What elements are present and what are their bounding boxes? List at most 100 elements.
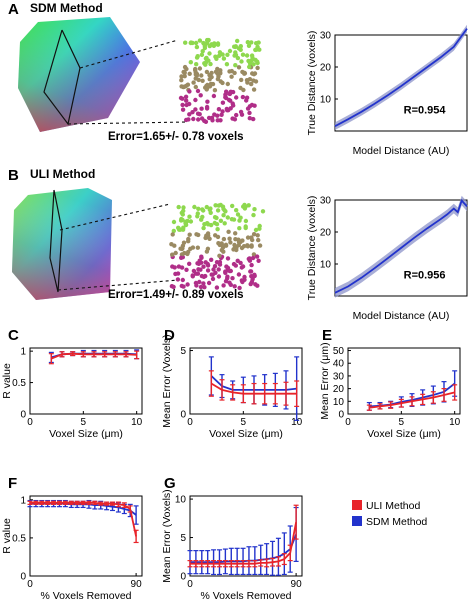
voxel-dot	[249, 53, 255, 58]
y-axis-label: Mean Error (μm)	[319, 342, 331, 419]
y-tick-label: 0.5	[12, 533, 26, 544]
voxel-dot	[236, 272, 242, 277]
voxel-dot	[247, 256, 252, 261]
y-tick-label: 20	[320, 228, 332, 239]
y-axis-label: R value	[1, 518, 13, 554]
voxel-dot	[176, 204, 181, 210]
voxel-dot	[180, 102, 185, 108]
zoom-line-bottom-b	[57, 279, 179, 291]
voxel-dot	[253, 227, 259, 233]
voxel-dot	[208, 61, 213, 67]
legend-swatch-sdm	[352, 516, 362, 526]
series-line	[334, 195, 468, 298]
voxel-dot	[260, 209, 266, 214]
voxel-dot	[204, 104, 210, 110]
voxel-dot	[226, 97, 232, 103]
voxel-dot	[194, 283, 199, 288]
zoom-line-top-b	[59, 203, 171, 231]
voxel-dot	[232, 44, 237, 49]
voxel-dot	[180, 243, 186, 248]
voxel-dot	[194, 44, 200, 50]
x-tick-label: 90	[291, 579, 303, 590]
voxel-dot	[248, 269, 253, 274]
uli-zoomed-voxels	[169, 202, 266, 291]
voxel-dot	[218, 218, 224, 223]
voxel-dot	[227, 236, 232, 241]
voxel-dot	[244, 53, 250, 58]
voxel-dot	[231, 247, 236, 252]
voxel-dot	[219, 241, 224, 246]
series-uli-method	[187, 504, 299, 568]
voxel-dot	[194, 61, 199, 67]
voxel-dot	[230, 203, 235, 209]
voxel-dot	[171, 228, 176, 234]
voxel-dot	[179, 74, 184, 79]
voxel-dot	[199, 52, 205, 57]
plot-frame	[334, 199, 468, 297]
voxel-dot	[198, 93, 203, 98]
voxel-dot	[206, 115, 212, 121]
voxel-dot	[211, 93, 217, 99]
voxel-dot	[196, 117, 201, 122]
voxel-dot	[252, 207, 257, 212]
voxel-dot	[191, 116, 196, 122]
voxel-dot	[203, 273, 208, 279]
voxel-dot	[217, 70, 223, 75]
y-tick-label: 10	[320, 95, 332, 106]
series-uli-method	[27, 500, 139, 544]
voxel-dot	[197, 38, 203, 43]
voxel-dot	[238, 215, 243, 220]
voxel-dot	[204, 69, 210, 75]
voxel-dot	[255, 44, 260, 50]
voxel-dot	[183, 40, 188, 45]
voxel-dot	[205, 99, 210, 104]
panel-b-title: ULI Method	[30, 167, 95, 181]
voxel-dot	[180, 212, 185, 217]
chart-g: 0 5 10 0 90% Voxels Removed Mean Error (Voxel…	[161, 475, 303, 600]
x-axis-label: % Voxels Removed	[200, 590, 291, 600]
series-line	[190, 522, 297, 565]
voxel-dot	[235, 38, 240, 44]
voxel-dot	[252, 71, 258, 76]
voxel-dot	[180, 277, 185, 283]
panel-b-illustration	[12, 188, 266, 300]
voxel-dot	[193, 107, 198, 112]
voxel-dot	[201, 264, 206, 269]
voxel-dot	[245, 235, 251, 240]
voxel-dot	[243, 204, 248, 209]
voxel-dot	[236, 65, 242, 70]
plot-frame	[334, 34, 468, 132]
zoom-line-top	[79, 39, 179, 69]
voxel-dot	[197, 258, 202, 263]
series-uli-method	[208, 370, 300, 407]
voxel-dot	[188, 219, 194, 224]
voxel-dot	[220, 52, 225, 57]
voxel-dot	[221, 213, 226, 218]
voxel-dot	[204, 233, 209, 238]
voxel-dot	[239, 278, 244, 283]
voxel-dot	[213, 233, 218, 238]
y-tick-label: 5	[180, 346, 186, 357]
voxel-dot	[247, 110, 252, 116]
voxel-dot	[227, 268, 232, 274]
y-tick-label: 50	[333, 346, 345, 357]
voxel-dot	[255, 283, 260, 288]
voxel-dot	[220, 100, 226, 105]
x-axis-label: Model Distance (AU)	[353, 310, 450, 322]
voxel-dot	[212, 264, 218, 269]
voxel-dot	[245, 243, 250, 248]
voxel-dot	[250, 275, 256, 280]
voxel-dot	[234, 112, 239, 118]
voxel-dot	[194, 71, 200, 77]
voxel-dot	[245, 80, 250, 85]
voxel-dot	[221, 236, 227, 242]
voxel-dot	[187, 89, 192, 94]
y-tick-label: 1	[20, 347, 26, 358]
voxel-dot	[214, 285, 220, 290]
voxel-dot	[243, 218, 249, 224]
voxel-dot	[188, 40, 194, 45]
panel-label-g: G	[164, 475, 176, 492]
voxel-dot	[228, 282, 233, 287]
voxel-dot	[187, 101, 192, 107]
